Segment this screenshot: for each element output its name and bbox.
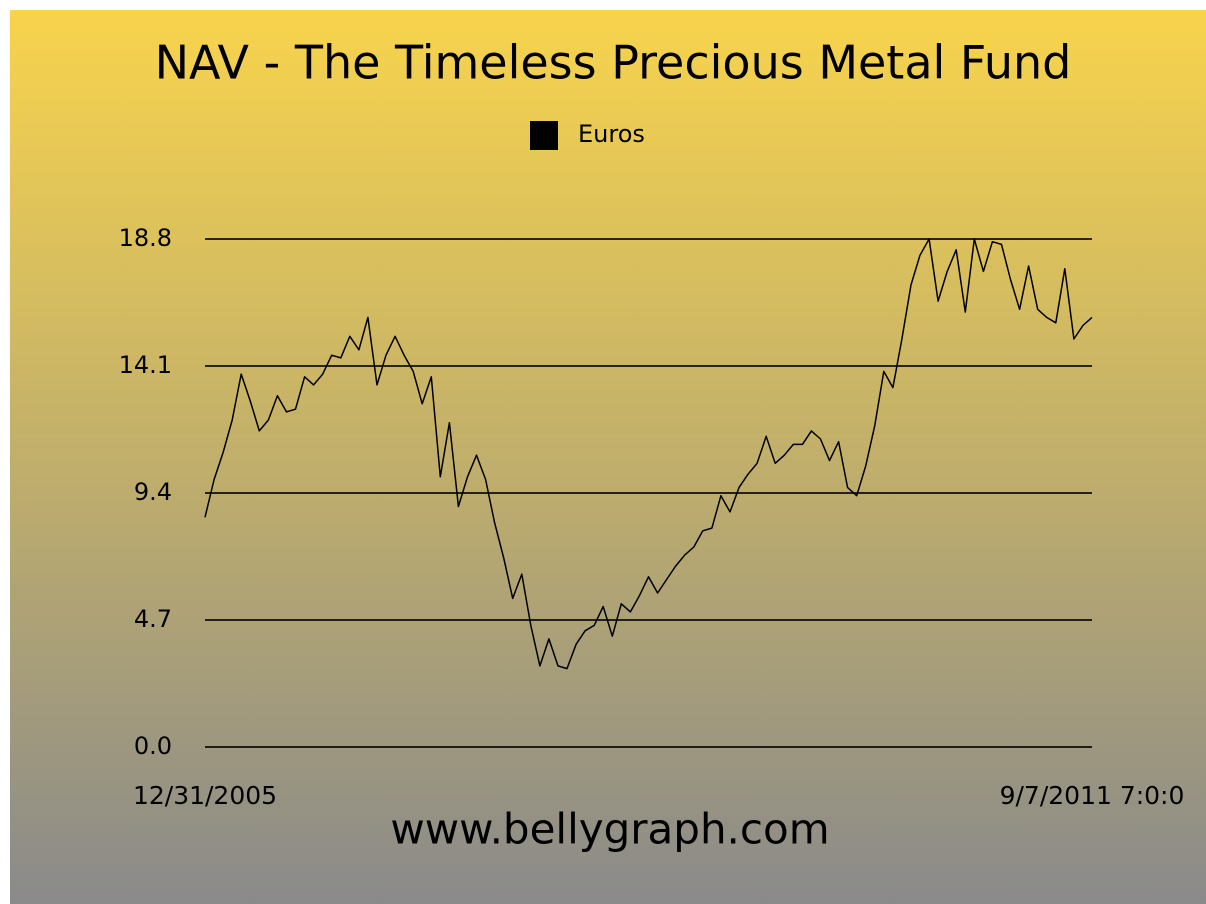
y-tick-label: 4.7: [134, 605, 172, 633]
y-tick-label: 14.1: [119, 351, 172, 379]
legend-swatch: [530, 121, 558, 150]
y-tick-label: 18.8: [119, 224, 172, 252]
chart-title: NAV - The Timeless Precious Metal Fund: [155, 36, 1072, 90]
y-tick-label: 9.4: [134, 478, 172, 506]
line: [204, 238, 1093, 670]
legend-label: Euros: [578, 120, 645, 148]
x-tick-label: 12/31/2005: [133, 781, 277, 810]
x-tick-label: 9/7/2011 7:0:0: [1000, 781, 1185, 810]
footer: www.bellygraph.com: [390, 805, 829, 854]
background: [10, 10, 1206, 904]
y-tick-label: 0.0: [134, 732, 172, 760]
